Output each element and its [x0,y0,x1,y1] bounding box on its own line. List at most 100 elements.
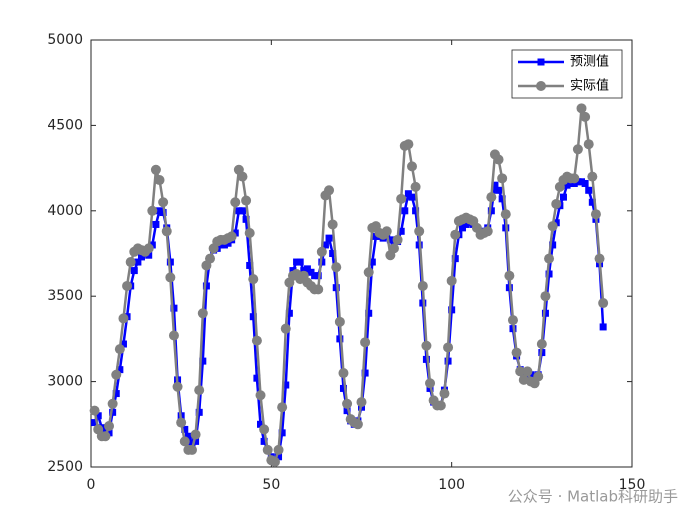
data-point [448,306,456,314]
y-tick-label: 4000 [47,203,83,219]
data-point [406,161,417,172]
data-point [414,226,425,237]
watermark: 公众号 · Matlab科研助手 [508,488,678,506]
data-point [238,207,246,215]
data-point [587,171,598,182]
data-point [572,144,583,155]
data-point [482,226,493,237]
data-point [325,234,333,242]
data-point [368,258,376,266]
data-point [352,419,363,430]
data-point [119,340,127,348]
data-point [507,315,518,326]
data-point [567,179,575,187]
data-point [569,173,580,184]
data-point [172,381,183,392]
data-point [147,205,158,216]
data-point [588,198,596,206]
data-point [255,390,266,401]
data-point [404,190,412,198]
data-point [111,369,122,380]
data-point [583,139,594,150]
data-point [143,243,154,254]
data-point [168,330,179,341]
data-point [237,171,248,182]
data-point [159,209,167,217]
data-point [563,181,571,189]
data-point [251,335,262,346]
data-point [381,226,392,237]
data-point [241,195,252,206]
data-point [130,267,138,275]
data-point [581,179,589,187]
data-point [397,227,405,235]
data-point [125,257,136,268]
data-point [504,270,515,281]
data-point [300,267,308,275]
data-point [269,456,280,467]
data-point [491,181,499,189]
data-point [257,420,265,428]
y-tick-label: 5000 [47,32,83,48]
data-point [511,347,522,358]
data-point [487,207,495,215]
data-point [408,193,416,201]
data-point [410,181,421,192]
data-point [365,309,373,317]
data-point [154,175,165,186]
data-point [327,219,338,230]
data-point [500,209,511,220]
data-point [242,215,250,223]
data-point [343,407,351,415]
data-point [285,309,293,317]
data-point [91,419,99,427]
data-point [170,304,178,312]
legend-label: 实际值 [570,78,609,94]
data-point [458,224,466,232]
data-point [311,272,319,280]
data-point [248,274,259,285]
y-tick-label: 2500 [47,459,83,475]
data-point [260,437,268,445]
data-point [94,412,102,420]
data-point [498,195,506,203]
data-point [278,429,286,437]
data-point [262,444,273,455]
data-point [443,342,454,353]
data-point [246,261,254,269]
data-point [194,385,205,396]
data-point [122,280,133,291]
data-point [197,308,208,319]
data-point [314,272,322,280]
data-point [109,408,117,416]
data-point [321,241,329,249]
data-point [152,220,160,228]
legend-marker [537,58,545,66]
data-point [275,453,283,461]
data-point [450,229,461,240]
data-point [282,381,290,389]
data-point [439,388,450,399]
data-point [165,272,176,283]
data-point [412,207,420,215]
data-point [549,241,557,249]
data-point [190,429,201,440]
data-point [363,267,374,278]
data-point [462,220,470,228]
x-tick-label: 150 [619,477,646,493]
y-tick-label: 4500 [47,117,83,133]
series-line [93,107,605,464]
data-point [547,221,558,232]
data-point [277,402,288,413]
data-point [161,226,172,237]
data-point [425,378,436,389]
data-point [515,366,526,377]
data-point [536,339,547,350]
data-point [392,234,403,245]
data-point [137,253,145,261]
x-tick-label: 0 [87,477,96,493]
data-point [421,340,432,351]
data-point [181,425,189,433]
data-point [249,313,257,321]
